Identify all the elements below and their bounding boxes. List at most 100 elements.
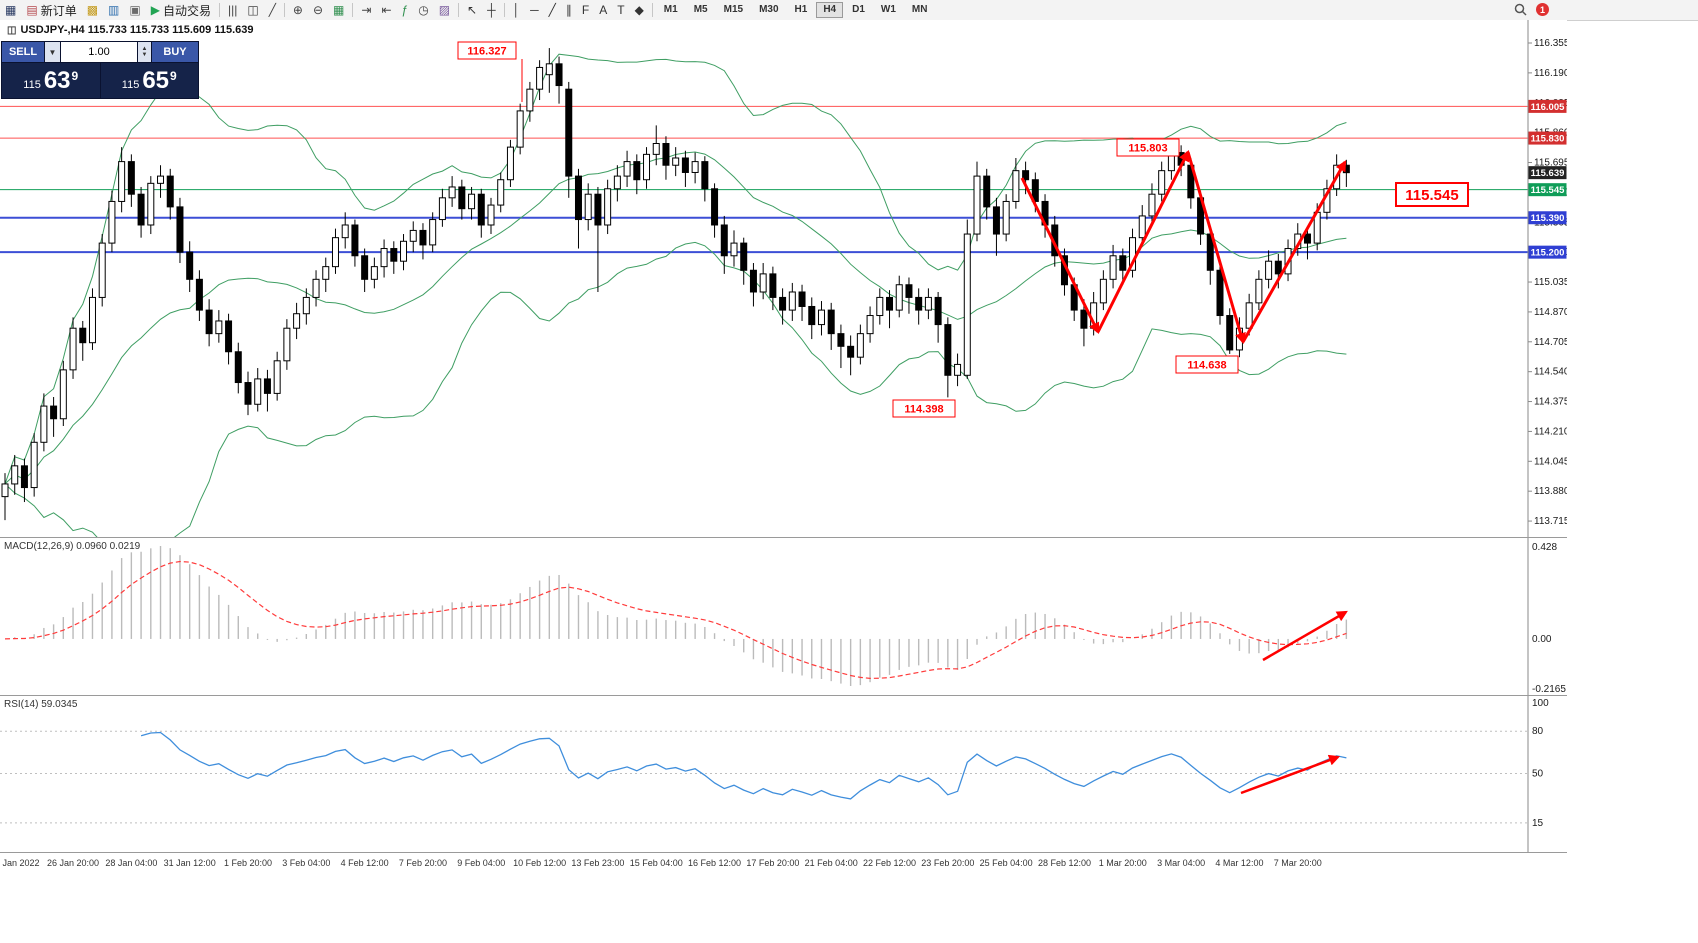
cursor-icon[interactable]: ↖ <box>462 1 482 19</box>
market-watch-icon[interactable]: ▥ <box>103 1 124 19</box>
crosshair-icon[interactable]: ┼ <box>482 1 501 19</box>
svg-text:80: 80 <box>1532 726 1544 737</box>
price-scale[interactable]: 116.355116.190116.025115.860115.695115.5… <box>1527 20 1567 537</box>
candles-chart-icon: ◫ <box>247 3 259 17</box>
trend-arrow[interactable] <box>1186 151 1246 345</box>
window-icon[interactable]: ▦ <box>0 1 21 19</box>
indicators-icon[interactable]: ƒ <box>397 1 414 19</box>
svg-text:113.715: 113.715 <box>1534 516 1567 527</box>
bars-chart-icon[interactable]: ||| <box>223 1 242 19</box>
trend-arrow[interactable] <box>1020 177 1100 334</box>
timeframe-m5[interactable]: M5 <box>693 4 708 15</box>
price-annotation-box[interactable] <box>1395 182 1469 207</box>
text-icon[interactable]: A <box>594 1 612 19</box>
candles-chart-icon[interactable]: ◫ <box>242 1 263 19</box>
timeframe-mn[interactable]: MN <box>911 4 928 15</box>
price-tag[interactable] <box>1528 183 1567 197</box>
order-type-dropdown[interactable]: ▼ <box>44 42 61 62</box>
zoom-in-icon[interactable]: ⊕ <box>288 1 308 19</box>
zoom-out-icon[interactable]: ⊖ <box>308 1 328 19</box>
price-tag[interactable] <box>1528 211 1567 225</box>
svg-text:116.355: 116.355 <box>1534 38 1567 49</box>
vertical-line-icon[interactable]: │ <box>508 1 526 19</box>
timeframe-w1[interactable]: W1 <box>880 4 896 15</box>
chart-icon: ◫ <box>7 24 17 36</box>
toolbar: ▦ ▤ 新订单 ▩ ▥ ▣ ▶ 自动交易 ||| ◫ ╱ ⊕ ⊖ ▦ ⇥ ⇤ ƒ ◷ ▨ ↖ ┼ │ ─ ╱ ∥ F A T ◆ M1 M5… <box>0 0 1698 21</box>
price-tag[interactable] <box>1528 166 1567 180</box>
chart-shift-icon[interactable]: ⇤ <box>376 1 396 19</box>
timeframe-h1[interactable]: H1 <box>794 4 808 15</box>
trend-arrow[interactable] <box>1240 754 1341 795</box>
price-tag[interactable] <box>1528 245 1567 259</box>
macd-scale[interactable]: 0.428 0.00 -0.2165 <box>1527 538 1566 696</box>
buy-button[interactable]: BUY <box>152 42 198 62</box>
trendline-icon[interactable]: ╱ <box>544 1 561 19</box>
price-tag[interactable] <box>1528 131 1567 145</box>
autotrade-button: ▶ <box>150 3 160 17</box>
chart-shift-icon: ⇤ <box>381 3 392 17</box>
time-label: 28 Jan 04:00 <box>105 858 158 868</box>
toolbar-buttons: ▦ ▤ 新订单 ▩ ▥ ▣ ▶ 自动交易 ||| ◫ ╱ ⊕ ⊖ ▦ ⇥ ⇤ ƒ ◷ ▨ ↖ ┼ │ ─ ╱ ∥ F A T ◆ M1 M5… <box>0 0 935 20</box>
horizontal-line-icon[interactable]: ─ <box>525 1 544 19</box>
buy-price-sup: 9 <box>170 68 177 83</box>
svg-text:116.327: 116.327 <box>467 46 506 58</box>
svg-text:114.045: 114.045 <box>1534 456 1567 467</box>
sell-price-display[interactable]: 115 63 9 <box>2 63 100 98</box>
timeframe-d1[interactable]: D1 <box>852 4 865 15</box>
templates-icon[interactable]: ▨ <box>434 1 455 19</box>
trend-arrow[interactable] <box>1241 160 1347 343</box>
svg-text:114.638: 114.638 <box>1187 360 1226 372</box>
autotrade-button[interactable]: ▶ 自动交易 <box>146 1 216 19</box>
time-label: 3 Mar 04:00 <box>1157 858 1206 868</box>
label-icon[interactable]: T <box>612 1 629 19</box>
search-icon[interactable] <box>1514 3 1527 16</box>
data-window-icon: ▣ <box>129 3 141 17</box>
timeframe-m1[interactable]: M1 <box>663 4 678 15</box>
time-label: 10 Feb 12:00 <box>513 858 567 868</box>
channel-icon[interactable]: ∥ <box>561 1 577 19</box>
new-chart-icon[interactable]: ▩ <box>82 1 103 19</box>
fibonacci-icon[interactable]: F <box>577 1 594 19</box>
data-window-icon[interactable]: ▣ <box>124 1 145 19</box>
price-annotation-box[interactable] <box>1116 138 1180 157</box>
vertical-line-icon: │ <box>512 3 521 17</box>
lot-stepper[interactable]: ▲ ▼ <box>137 42 152 62</box>
lot-down-icon[interactable]: ▼ <box>141 52 148 58</box>
timeframe-m15[interactable]: M15 <box>723 4 744 15</box>
time-label: 1 Feb 20:00 <box>223 858 273 868</box>
lot-size-input[interactable] <box>61 42 137 62</box>
rsi-scale[interactable]: 100 80 50 15 <box>1527 696 1549 853</box>
chart-annotations[interactable]: 116.327 115.803 114.638 114.398 115.545 <box>457 41 1469 418</box>
time-axis[interactable]: 26 Jan 2022 26 Jan 20:00 28 Jan 04:00 31 Ja… <box>0 852 1567 875</box>
timeframe-m30[interactable]: M30 <box>759 4 779 15</box>
horizontal-line-icon: ─ <box>530 3 539 17</box>
buy-price-display[interactable]: 115 65 9 <box>99 63 199 98</box>
main-chart-canvas[interactable]: 116.327115.803114.638114.398115.545116.3… <box>0 20 1567 537</box>
auto-scroll-icon[interactable]: ⇥ <box>356 1 376 19</box>
shapes-icon[interactable]: ◆ <box>630 1 649 19</box>
price-tag[interactable] <box>1528 99 1567 113</box>
tile-windows-icon[interactable]: ▦ <box>328 1 349 19</box>
sell-button[interactable]: SELL <box>2 42 44 62</box>
lot-up-icon[interactable]: ▲ <box>141 46 148 52</box>
rsi-canvas[interactable]: 100 80 50 15 <box>0 696 1567 853</box>
macd-canvas[interactable]: 0.428 0.00 -0.2165 <box>0 538 1567 696</box>
timeframe-h4[interactable]: H4 <box>816 2 844 18</box>
svg-text:113.880: 113.880 <box>1534 486 1567 497</box>
line-chart-icon[interactable]: ╱ <box>264 1 281 19</box>
time-label: 23 Feb 20:00 <box>921 858 975 868</box>
notification-badge[interactable]: 1 <box>1536 3 1549 16</box>
periods-icon: ◷ <box>418 3 429 17</box>
trend-arrow[interactable] <box>1096 150 1190 333</box>
trend-arrow[interactable] <box>1262 610 1348 662</box>
svg-text:0.428: 0.428 <box>1532 542 1557 553</box>
horizontal-lines[interactable] <box>0 105 1528 254</box>
svg-text:114.540: 114.540 <box>1534 367 1567 378</box>
time-label: 26 Jan 20:00 <box>47 858 100 868</box>
price-annotation-box[interactable] <box>892 399 956 418</box>
price-annotation-box[interactable] <box>457 41 517 60</box>
new-order-button[interactable]: ▤ 新订单 <box>21 1 81 19</box>
periods-icon[interactable]: ◷ <box>413 1 433 19</box>
cursor-icon: ↖ <box>467 3 478 17</box>
price-annotation-box[interactable] <box>1175 355 1239 374</box>
